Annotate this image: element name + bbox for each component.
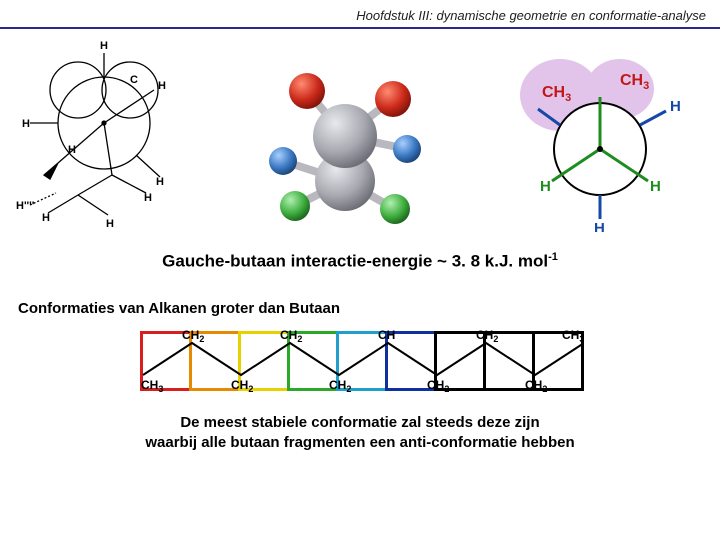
- header-divider: [0, 27, 720, 29]
- svg-text:H: H: [144, 192, 152, 204]
- footer-line-1: De meest stabiele conformatie zal steeds…: [0, 413, 720, 433]
- newman-wireframe-diagram: H H H C H H H H'''' H H: [8, 35, 208, 245]
- newman-projection-diagram: CH3 CH3 H H H H: [490, 57, 705, 232]
- svg-text:H'''': H'''': [16, 200, 35, 212]
- svg-text:H: H: [156, 176, 164, 188]
- svg-text:H: H: [106, 218, 114, 230]
- chain-box: [140, 331, 192, 391]
- chain-box: [238, 331, 290, 391]
- caption-text: Gauche-butaan interactie-energie ~ 3. 8 …: [162, 252, 548, 271]
- gauche-energy-caption: Gauche-butaan interactie-energie ~ 3. 8 …: [0, 251, 720, 272]
- chain-box: [287, 331, 339, 391]
- subheading-conformations: Conformaties van Alkanen groter dan Buta…: [18, 300, 720, 317]
- svg-text:H: H: [100, 40, 108, 52]
- chain-box: [336, 331, 388, 391]
- svg-text:H: H: [540, 178, 551, 195]
- svg-text:H: H: [68, 144, 76, 156]
- svg-text:C: C: [130, 74, 138, 86]
- chain-box: [434, 331, 486, 391]
- svg-text:H: H: [650, 178, 661, 195]
- chain-box: [483, 331, 535, 391]
- caption-superscript: -1: [548, 251, 558, 263]
- svg-text:H: H: [594, 220, 605, 232]
- alkane-chain-diagram: CH3CH2CH2CH2CH2CHCH2CH2CH2CH3: [0, 331, 720, 391]
- chapter-header: Hoofdstuk III: dynamische geometrie en c…: [0, 0, 720, 27]
- ball-stick-model: [245, 41, 445, 241]
- chain-box: [532, 331, 584, 391]
- svg-text:H: H: [42, 212, 50, 224]
- svg-text:H: H: [670, 98, 681, 115]
- chain-box: [189, 331, 241, 391]
- svg-text:H: H: [158, 80, 166, 92]
- svg-text:H: H: [22, 118, 30, 130]
- figure-row: H H H C H H H H'''' H H: [0, 35, 720, 245]
- chain-box: [385, 331, 437, 391]
- footer-line-2: waarbij alle butaan fragmenten een anti-…: [0, 433, 720, 453]
- footer-text: De meest stabiele conformatie zal steeds…: [0, 413, 720, 454]
